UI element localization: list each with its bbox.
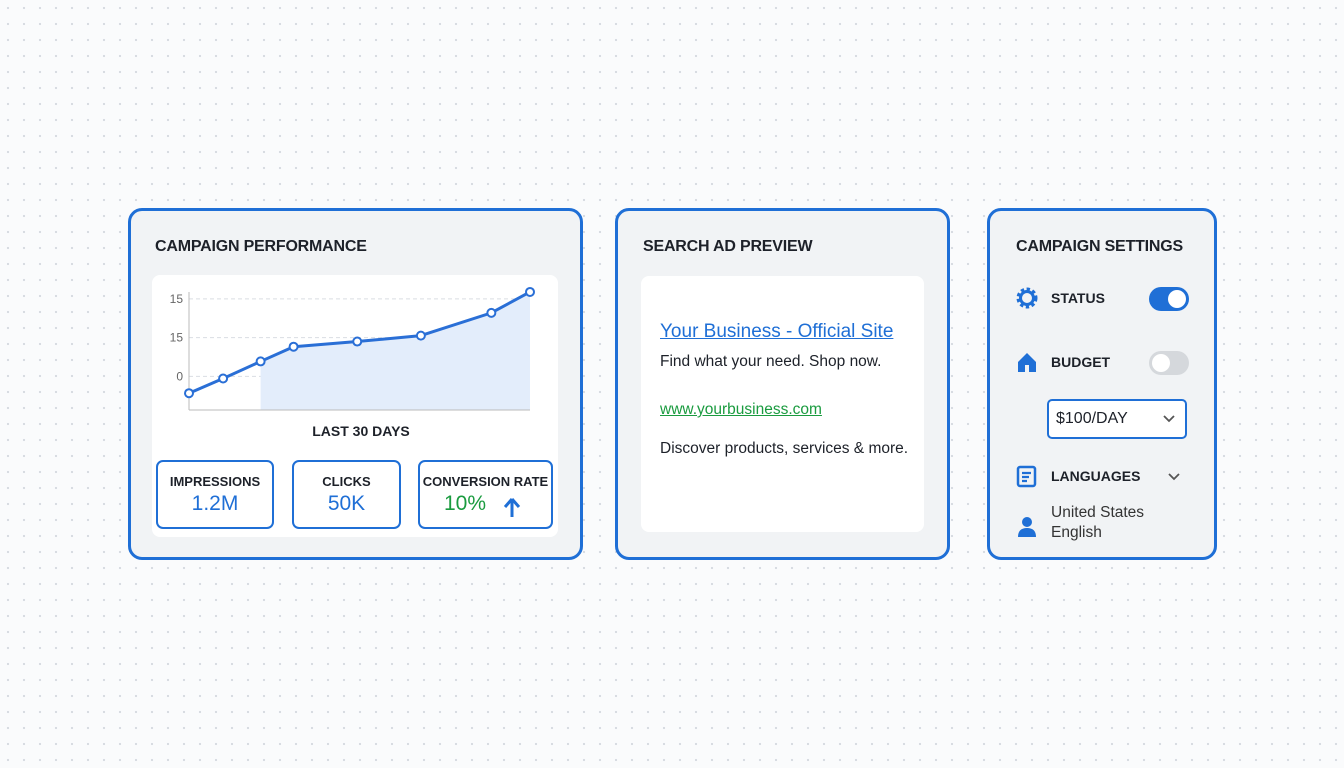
stat-box: CONVERSION RATE 10%: [418, 460, 553, 529]
y-tick-label: 15: [170, 292, 184, 306]
point: [288, 341, 299, 352]
line: [188, 290, 531, 395]
point: [415, 330, 426, 341]
chevron: [1163, 415, 1175, 423]
stat-value: 50K: [327, 492, 366, 515]
languages-label: LANGUAGES: [1051, 468, 1141, 484]
point: [486, 307, 497, 318]
ad-description: Find what your need. Shop now.: [660, 353, 882, 370]
point: [184, 388, 194, 399]
area: [260, 291, 530, 410]
point: [255, 356, 266, 367]
up-arrow: [503, 498, 521, 517]
ad-details: Discover products, services & more.: [660, 440, 909, 457]
stat-label: CONVERSION RATE: [422, 474, 549, 489]
panel-title: CAMPAIGN SETTINGS: [1016, 238, 1183, 255]
panel-title: SEARCH AD PREVIEW: [643, 238, 813, 255]
point: [525, 286, 535, 297]
point: [218, 373, 229, 384]
ad-card: [641, 276, 924, 532]
settings-panel: [987, 208, 1217, 560]
budget-amount: $100/DAY: [1056, 410, 1128, 427]
y-tick-label: 0: [176, 369, 183, 383]
x-axis-label: LAST 30 DAYS: [312, 423, 410, 439]
languages-icon: [1016, 465, 1037, 488]
budget-label: BUDGET: [1051, 354, 1111, 370]
ad-headline[interactable]: Your Business - Official Site: [660, 321, 894, 342]
stat-value: 1.2M: [191, 492, 239, 515]
stat-label: IMPRESSIONS: [169, 474, 261, 489]
status-label: STATUS: [1051, 290, 1105, 306]
budget-toggle[interactable]: [1149, 351, 1189, 375]
budget-dropdown[interactable]: [1047, 399, 1187, 439]
point: [352, 336, 363, 347]
stat-label: CLICKS: [322, 474, 371, 489]
chevron[interactable]: [1167, 470, 1181, 484]
stat-box: CLICKS 50K: [292, 460, 401, 529]
budget-icon: [1018, 353, 1036, 372]
person-icon: [1018, 517, 1036, 537]
location: United States: [1051, 504, 1145, 521]
panel-title: CAMPAIGN PERFORMANCE: [155, 238, 367, 255]
language: English: [1051, 524, 1102, 541]
gear-icon: [1016, 287, 1038, 309]
status-toggle[interactable]: [1149, 287, 1189, 311]
stat-value: 10%: [444, 492, 487, 515]
chart: 0 15 15 LAST 30 DAYS: [170, 286, 535, 439]
y-tick-label: 15: [170, 331, 184, 345]
ad-url[interactable]: www.yourbusiness.com: [660, 401, 822, 418]
stat-box: IMPRESSIONS 1.2M: [156, 460, 274, 529]
